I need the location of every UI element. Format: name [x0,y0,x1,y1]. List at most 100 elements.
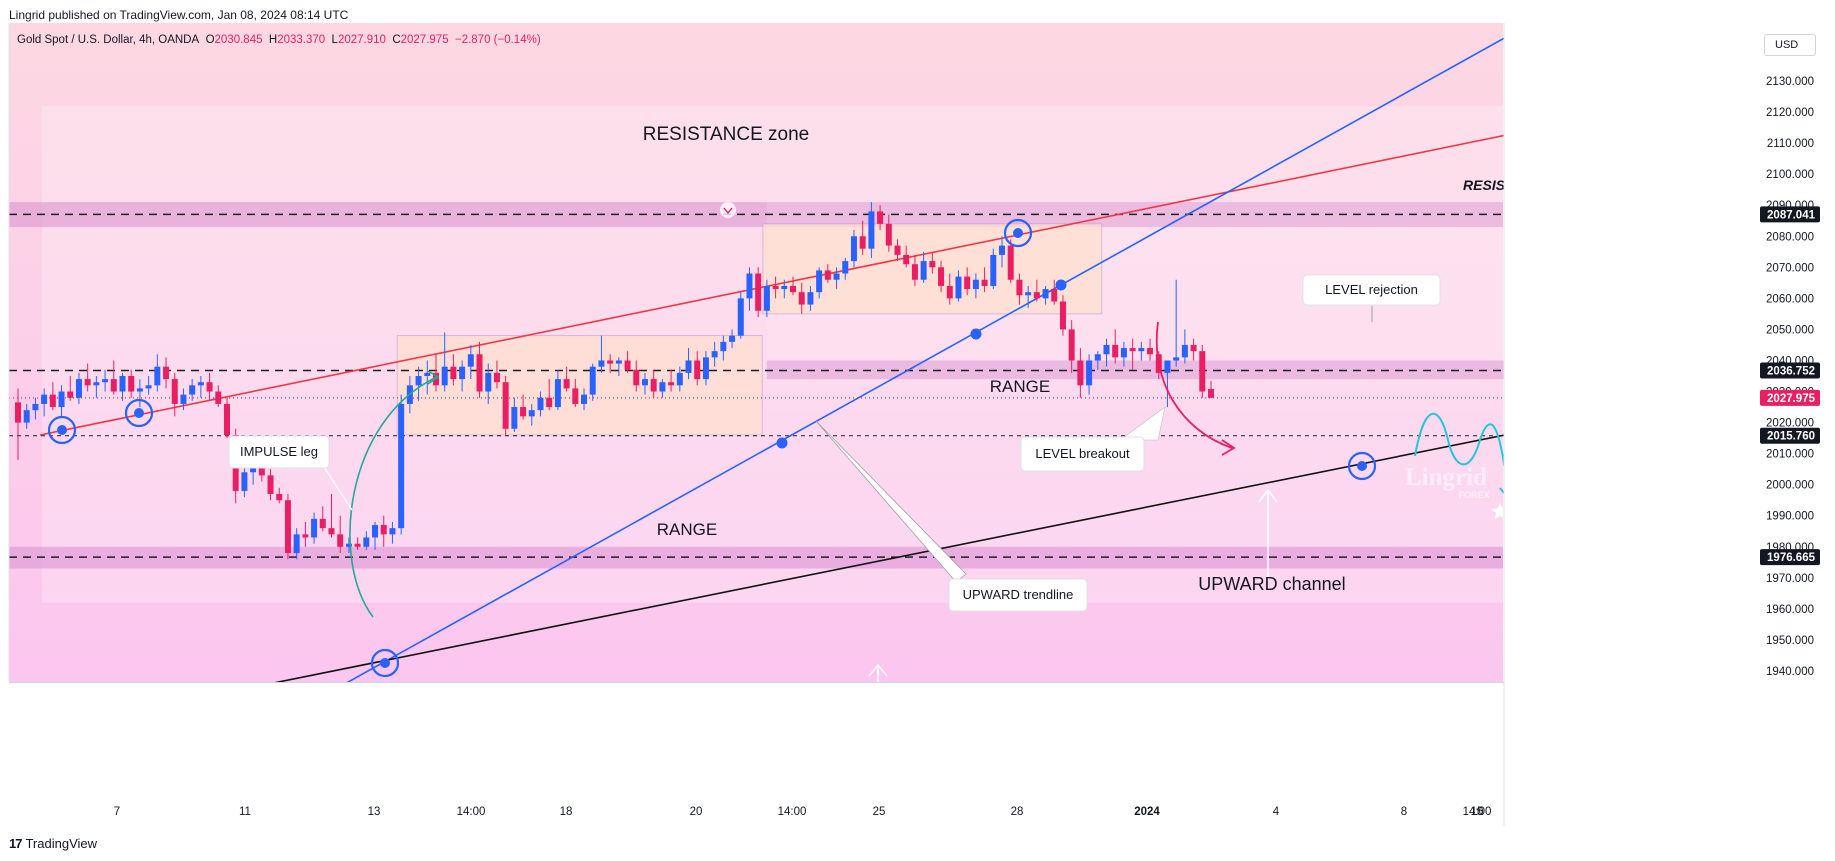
level-rejection-callout-box [1302,274,1441,306]
price-label-1: 2087.041 [1767,209,1816,221]
candle-19 [171,372,178,417]
candle-body [807,292,814,305]
candle-32 [284,494,291,560]
candle-body [241,472,248,491]
x-tick-label: 28 [1011,806,1024,818]
candle-50 [441,332,448,392]
x-tick-label: 25 [873,806,886,818]
tradingview-logo[interactable]: 17 TradingView [9,836,97,851]
level-breakout-callout: LEVEL breakout [1020,436,1145,472]
candle-78 [685,348,692,380]
candle-21 [189,379,196,401]
watermark-sub: FOREX [1458,490,1489,500]
candle-106 [929,251,936,274]
candle-body [903,254,910,265]
watermark-brand: Lingrid [1405,464,1487,491]
candle-10 [93,376,100,398]
candle-body [1059,301,1066,330]
candle-55 [485,363,492,404]
y-tick-label: 1940.000 [1766,666,1814,678]
candle-body [711,351,718,358]
candle-138 [1208,380,1214,399]
candle-body [1138,348,1145,352]
touch-dot-icon-4 [1013,228,1023,238]
price-label-bg-4 [1760,427,1820,444]
candle-body [284,500,291,553]
candle-65 [572,379,579,408]
y-tick-label: 2080.000 [1766,231,1814,243]
candle-66 [581,388,588,411]
candle-82 [720,335,727,361]
candle-body [67,391,74,398]
candle-80 [702,351,709,386]
candle-58 [511,397,518,432]
candle-body [641,379,648,386]
channel-highlight [42,105,1577,603]
impulse-arrow [349,376,438,618]
candle-45 [398,394,405,535]
range-left-label: RANGE [657,520,717,539]
candle-body [955,276,962,299]
candle-body [1016,279,1023,296]
candle-body [676,372,683,386]
candle-body [119,376,126,392]
candle-115 [1007,239,1014,283]
candle-body [885,223,892,246]
candle-41 [363,531,370,550]
touch-circle-icon-5 [1347,451,1377,481]
candle-123 [1077,348,1084,398]
candle-body [850,236,857,262]
candle-15 [136,379,143,408]
candle-1 [15,388,21,460]
candle-body [737,298,744,336]
flag-marker-chevron-icon [723,207,733,215]
candle-body [1147,348,1154,355]
channel-arrow-head-icon [1258,488,1278,503]
x-tick-label: 2024 [1134,806,1160,818]
candle-103 [903,245,910,268]
candle-body [93,382,100,386]
touch-dot-icon-2 [134,408,144,418]
touch-circle-icon-2 [124,398,154,428]
candle-43 [380,515,387,547]
candle-72 [633,360,640,392]
candle-body [999,245,1006,255]
candle-body [511,407,518,429]
candle-body [598,360,605,367]
y-tick-label: 2100.000 [1766,169,1814,181]
candle-120 [1051,279,1058,305]
candle-body [1025,292,1032,296]
candle-body [189,385,196,395]
candle-body [1007,245,1014,280]
candle-body [493,372,500,383]
candle-body [171,379,178,404]
bottom-bar [0,826,1835,861]
candle-body [163,366,170,380]
close-label: C [392,34,401,46]
currency-button[interactable]: USD [1764,34,1816,56]
candle-body [302,534,309,538]
candle-104 [911,254,918,286]
candle-70 [615,357,622,376]
candle-body [824,270,831,280]
impulse-leg-callout-text: IMPULSE leg [240,444,318,459]
y-tick-label: 2070.000 [1766,262,1814,274]
touch-dot-icon-5 [1357,461,1367,471]
y-tick-label: 1960.000 [1766,604,1814,616]
breakout-arrow [1155,321,1233,449]
candle-body [345,543,352,547]
candle-body [476,354,483,392]
x-tick-label: 20 [690,806,703,818]
upward-trendline-callout: UPWARD trendline [948,578,1088,612]
candle-64 [563,366,570,392]
y-tick-label: 1970.000 [1766,573,1814,585]
candle-62 [546,379,553,411]
candle-body [128,376,135,392]
candle-121 [1059,295,1066,336]
candle-body [424,372,431,376]
candle-109 [955,270,962,302]
candle-body [763,285,770,311]
trend-point-icon-3 [1055,279,1067,291]
x-tick-label: 14:00 [778,806,807,818]
